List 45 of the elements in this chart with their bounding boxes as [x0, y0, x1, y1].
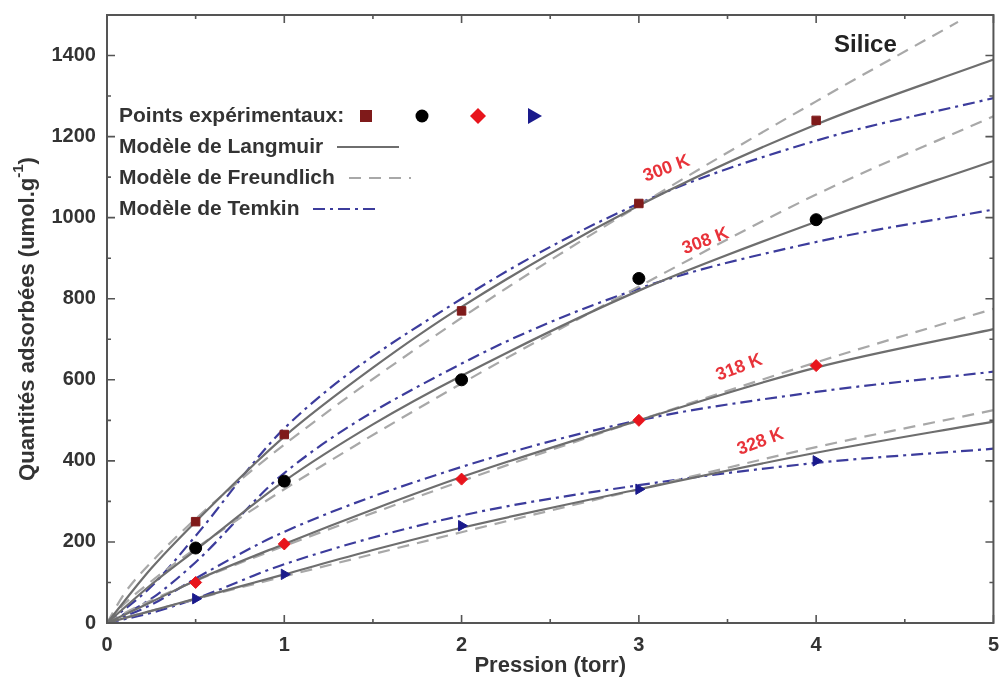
point	[456, 306, 467, 316]
annotation: Silice	[834, 29, 897, 57]
point	[455, 472, 469, 486]
point	[280, 568, 291, 581]
point	[277, 537, 291, 551]
y-tick-label: 200	[62, 529, 96, 552]
x-tick-label: 1	[278, 632, 290, 655]
y-tick-label: 600	[62, 367, 96, 390]
point	[809, 213, 823, 227]
x-tick-label: 2	[456, 632, 468, 655]
y-tick-label: 0	[84, 610, 96, 633]
y-tick-label: 1400	[51, 43, 96, 66]
point	[812, 455, 823, 467]
point	[455, 373, 469, 387]
y-tick-label: 1200	[51, 124, 96, 147]
annotation: 308 K	[679, 222, 732, 259]
point	[189, 541, 203, 555]
x-tick-label: 0	[101, 632, 113, 655]
point	[632, 413, 646, 427]
legend-label: Modèle de Langmuir	[119, 134, 324, 157]
x-tick-label: 3	[633, 632, 645, 655]
point	[632, 271, 646, 285]
x-tick-label: 4	[810, 632, 823, 655]
point	[811, 115, 821, 126]
y-axis-title: Quantités adsorbées (umol.g-1)	[9, 157, 40, 481]
y-tick-label: 1000	[51, 205, 96, 228]
x-axis-title: Pression (torr)	[474, 651, 627, 677]
point	[635, 483, 646, 495]
point	[190, 516, 201, 527]
y-tick-label: 800	[62, 286, 96, 309]
y-tick-label: 400	[62, 448, 96, 471]
annotation: 300 K	[640, 149, 693, 186]
annotation: 328 K	[734, 423, 787, 459]
x-tick-label: 5	[987, 632, 999, 655]
point	[809, 359, 823, 373]
legend-label: Points expérimentaux:	[119, 103, 345, 126]
point	[634, 198, 644, 209]
point	[458, 520, 469, 532]
annotation: 318 K	[712, 348, 765, 385]
legend-label: Modèle de Temkin	[119, 196, 300, 219]
point	[192, 592, 203, 605]
legend-label: Modèle de Freundlich	[119, 165, 335, 188]
point	[277, 474, 291, 488]
point	[189, 575, 203, 589]
point	[279, 429, 290, 440]
